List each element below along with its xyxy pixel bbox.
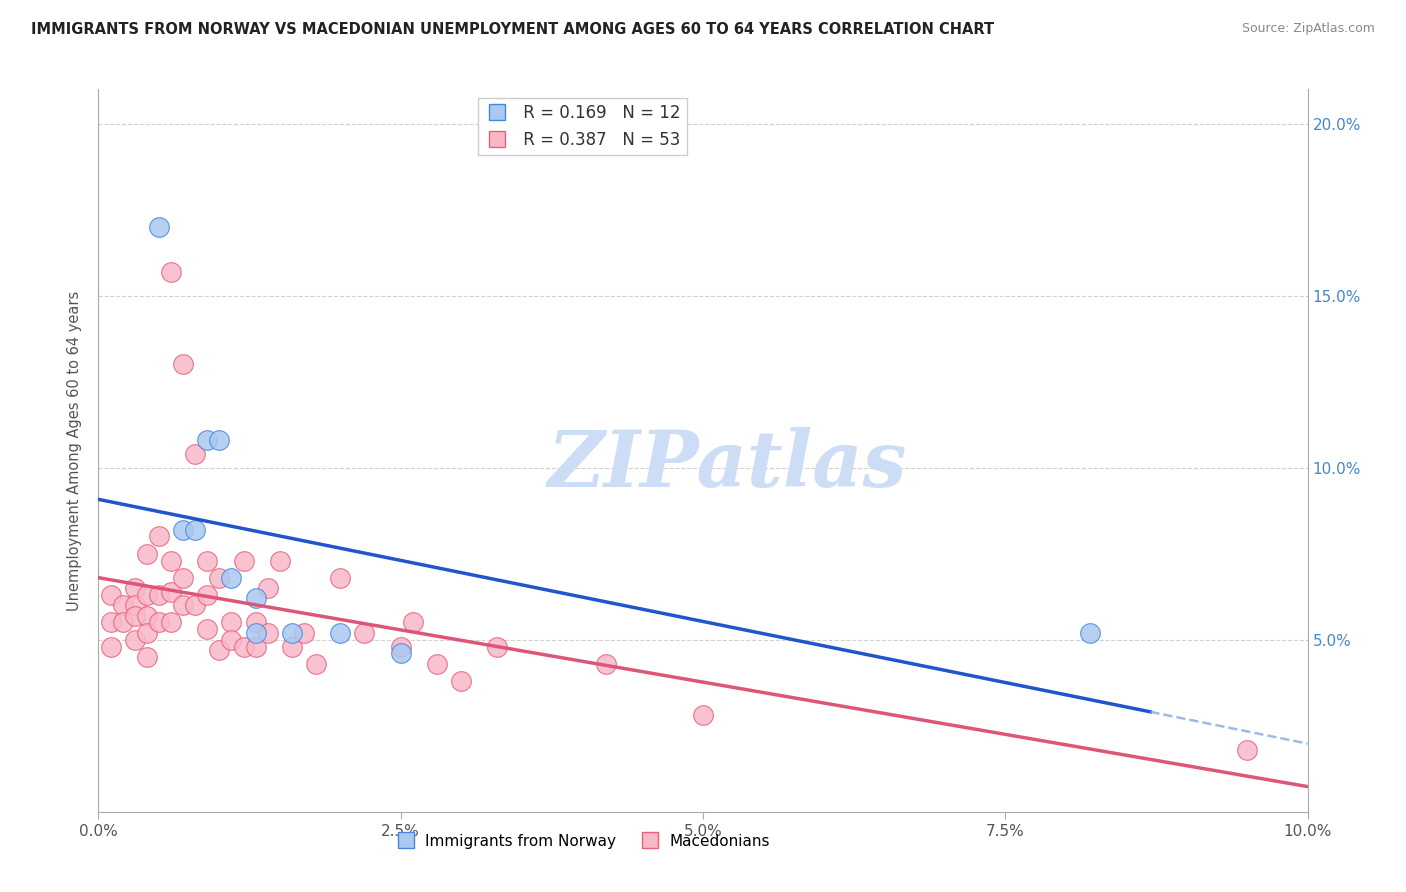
- Legend: Immigrants from Norway, Macedonians: Immigrants from Norway, Macedonians: [388, 828, 776, 855]
- Point: [389, 640, 412, 654]
- Point: [402, 615, 425, 630]
- Point: [111, 615, 134, 630]
- Point: [172, 599, 194, 613]
- Point: [148, 588, 170, 602]
- Point: [100, 588, 122, 602]
- Point: [124, 608, 146, 623]
- Point: [245, 625, 267, 640]
- Point: [195, 553, 218, 567]
- Point: [692, 708, 714, 723]
- Point: [135, 649, 157, 664]
- Point: [595, 657, 617, 671]
- Point: [135, 547, 157, 561]
- Point: [184, 599, 207, 613]
- Point: [148, 529, 170, 543]
- Point: [1236, 743, 1258, 757]
- Point: [329, 571, 352, 585]
- Point: [389, 647, 412, 661]
- Point: [486, 640, 509, 654]
- Point: [232, 553, 254, 567]
- Point: [195, 588, 218, 602]
- Text: IMMIGRANTS FROM NORWAY VS MACEDONIAN UNEMPLOYMENT AMONG AGES 60 TO 64 YEARS CORR: IMMIGRANTS FROM NORWAY VS MACEDONIAN UNE…: [31, 22, 994, 37]
- Point: [450, 673, 472, 688]
- Point: [160, 553, 183, 567]
- Point: [124, 632, 146, 647]
- Point: [256, 625, 278, 640]
- Point: [172, 571, 194, 585]
- Point: [269, 553, 291, 567]
- Point: [160, 584, 183, 599]
- Point: [148, 219, 170, 234]
- Point: [172, 523, 194, 537]
- Point: [281, 640, 304, 654]
- Text: ZIPatlas: ZIPatlas: [547, 426, 907, 503]
- Point: [208, 433, 231, 447]
- Point: [184, 447, 207, 461]
- Point: [245, 615, 267, 630]
- Point: [353, 625, 375, 640]
- Point: [160, 264, 183, 278]
- Text: Source: ZipAtlas.com: Source: ZipAtlas.com: [1241, 22, 1375, 36]
- Point: [148, 615, 170, 630]
- Point: [232, 640, 254, 654]
- Point: [124, 581, 146, 595]
- Point: [1078, 625, 1101, 640]
- Point: [329, 625, 352, 640]
- Y-axis label: Unemployment Among Ages 60 to 64 years: Unemployment Among Ages 60 to 64 years: [67, 290, 83, 611]
- Point: [208, 643, 231, 657]
- Point: [135, 625, 157, 640]
- Point: [305, 657, 328, 671]
- Point: [172, 358, 194, 372]
- Point: [195, 623, 218, 637]
- Point: [208, 571, 231, 585]
- Point: [100, 615, 122, 630]
- Point: [195, 433, 218, 447]
- Point: [124, 599, 146, 613]
- Point: [111, 599, 134, 613]
- Point: [100, 640, 122, 654]
- Point: [292, 625, 315, 640]
- Point: [256, 581, 278, 595]
- Point: [135, 588, 157, 602]
- Point: [281, 625, 304, 640]
- Point: [426, 657, 449, 671]
- Point: [135, 608, 157, 623]
- Point: [221, 615, 243, 630]
- Point: [184, 523, 207, 537]
- Point: [245, 640, 267, 654]
- Point: [160, 615, 183, 630]
- Point: [245, 591, 267, 606]
- Point: [221, 571, 243, 585]
- Point: [221, 632, 243, 647]
